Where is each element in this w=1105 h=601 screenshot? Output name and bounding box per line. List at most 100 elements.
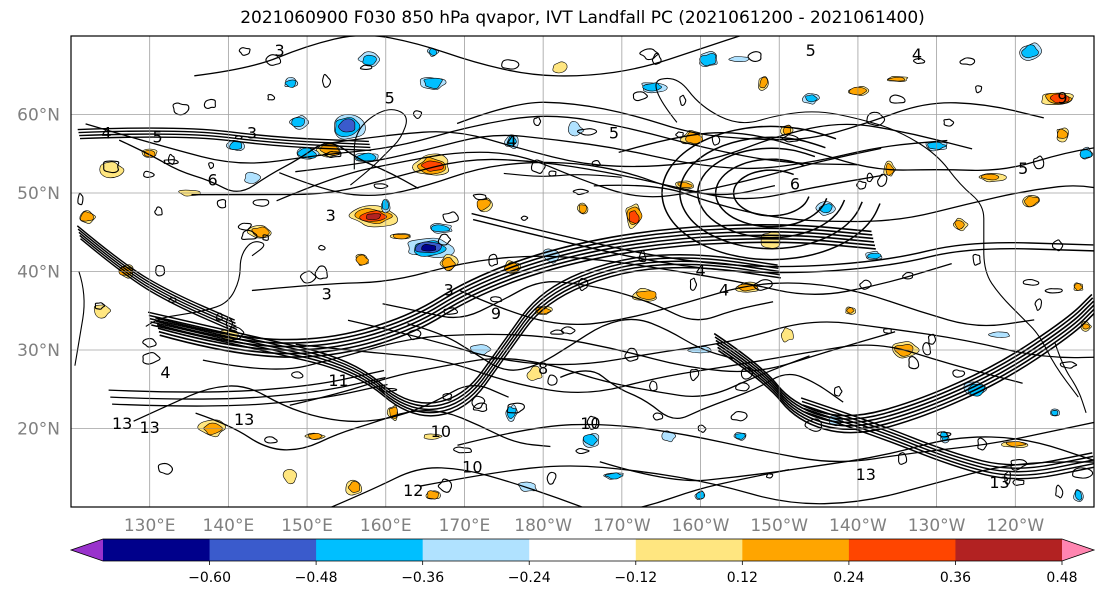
cyclone-contour xyxy=(714,158,828,228)
small-contour xyxy=(927,333,937,345)
small-contour xyxy=(443,307,459,315)
small-contour xyxy=(215,312,223,321)
small-contour xyxy=(550,329,565,335)
colorbar-segment xyxy=(422,539,530,561)
band-kamchatka xyxy=(77,127,369,143)
contour-line xyxy=(251,255,952,295)
anomaly-shape xyxy=(1050,409,1059,416)
anomaly-shape xyxy=(988,331,1010,338)
small-contour xyxy=(488,253,498,267)
small-contour xyxy=(877,173,888,187)
small-contour xyxy=(520,215,529,221)
small-contour xyxy=(546,471,557,485)
lon-tick-label: 130°W xyxy=(908,516,966,536)
contour-label: 3 xyxy=(322,285,332,304)
small-contour xyxy=(533,116,542,127)
small-contour xyxy=(373,183,389,190)
small-contour xyxy=(472,402,488,412)
small-contour xyxy=(208,162,215,170)
contour-line xyxy=(599,436,1094,482)
contour-label: 5 xyxy=(385,88,395,107)
small-contour xyxy=(252,199,270,207)
small-contour xyxy=(972,253,981,266)
cyclone-contour xyxy=(679,136,863,250)
small-contour xyxy=(472,193,488,201)
small-contour xyxy=(781,134,800,143)
band-subtropic xyxy=(110,376,386,400)
small-contour xyxy=(804,418,822,432)
anomaly-shape xyxy=(431,224,451,232)
contour-line xyxy=(347,319,1094,366)
contour-line xyxy=(456,101,1044,141)
contour-line xyxy=(560,370,844,420)
small-contour xyxy=(321,73,332,88)
anomaly-shape xyxy=(282,469,297,485)
lon-tick-label: 150°E xyxy=(281,516,333,536)
colorbar-tick-label: 0.48 xyxy=(1046,570,1077,586)
band-kamchatka xyxy=(78,130,370,146)
anomaly-shape xyxy=(362,54,377,66)
contour-label: 3 xyxy=(274,41,284,60)
lat-tick-label: 50°N xyxy=(17,184,60,204)
contour-label: 5 xyxy=(152,128,162,147)
small-contour xyxy=(652,412,664,421)
anomaly-shape xyxy=(338,118,356,133)
ar-band-east xyxy=(717,312,1094,434)
small-contour xyxy=(142,352,161,365)
small-contour xyxy=(575,447,590,455)
small-contour xyxy=(1022,278,1040,286)
anomaly-shape xyxy=(392,234,411,240)
ar-band-east xyxy=(714,297,1094,420)
lon-tick-label: 150°W xyxy=(750,516,808,536)
ar-band-east xyxy=(713,293,1093,417)
contour-label: 10 xyxy=(462,457,482,476)
anomaly-shape xyxy=(427,490,439,500)
small-contour xyxy=(936,431,952,438)
anomaly-shape xyxy=(582,434,598,446)
colorbar-tick-label: 0.36 xyxy=(940,570,971,586)
small-contour xyxy=(1010,459,1028,471)
lon-tick-label: 140°E xyxy=(203,516,255,536)
small-contour xyxy=(238,47,251,56)
anomaly-shape xyxy=(805,94,818,103)
contour-label: 12 xyxy=(403,481,423,500)
anomaly-shape xyxy=(80,211,94,222)
lon-tick-label: 160°E xyxy=(360,516,412,536)
small-contour xyxy=(689,368,700,382)
contour-line xyxy=(618,132,1094,172)
contour-line xyxy=(133,385,509,423)
contour-label: 6 xyxy=(208,171,218,190)
anomaly-shape xyxy=(1021,44,1039,59)
lon-tick-label: 170°W xyxy=(593,516,651,536)
plot-frame xyxy=(70,35,1095,508)
contour-label: 13 xyxy=(856,465,876,484)
contour-label: 4 xyxy=(719,281,729,300)
small-contour xyxy=(437,233,452,246)
anomaly-shape xyxy=(506,135,517,147)
colorbar-extend-max xyxy=(1062,539,1094,561)
anomaly-shape xyxy=(927,141,947,150)
small-contour xyxy=(442,393,453,401)
small-contour xyxy=(237,222,252,231)
small-contour xyxy=(264,436,278,444)
lat-tick-label: 60°N xyxy=(17,106,60,126)
contour-line xyxy=(85,115,859,166)
small-contour xyxy=(624,347,639,362)
contour-label: 5 xyxy=(609,124,619,143)
anomaly-shape xyxy=(628,210,640,224)
ar-band-north xyxy=(158,238,876,355)
colorbar-tick-label: −0.24 xyxy=(508,570,551,586)
anomaly-shape xyxy=(347,481,360,493)
contour-label: 13 xyxy=(234,410,254,429)
colorbar-tick-label: 0.24 xyxy=(833,570,864,586)
anomaly-shape xyxy=(1049,93,1070,104)
coastline xyxy=(1054,341,1087,413)
ar-band-south xyxy=(804,411,1094,480)
cyclone-contour xyxy=(697,147,846,239)
band-japan xyxy=(77,228,236,324)
contour-labels: 3 4 5 3 5 4 5 5 4 5 6 9 4 3 3 6 3 9 4 8 4 13 13 13 10 11 10 10 12 13 1… xyxy=(101,41,1067,500)
small-contour xyxy=(1059,361,1078,369)
colorbar-tick-label: −0.12 xyxy=(614,570,657,586)
anomaly-shape xyxy=(1073,283,1083,291)
